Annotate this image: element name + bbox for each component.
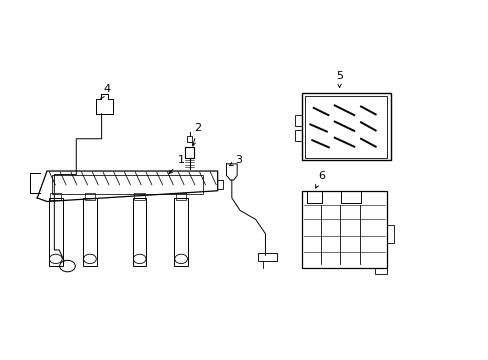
Text: 5: 5 [335,71,343,87]
Bar [301,93,390,160]
Bar [386,225,393,243]
Bar [187,136,192,142]
Bar [50,193,61,200]
Bar [374,268,386,274]
Bar [134,193,145,200]
Bar [258,253,276,261]
Bar [52,175,203,194]
Bar [175,193,186,200]
Text: 6: 6 [315,171,325,188]
Bar [84,193,95,200]
Text: 3: 3 [229,155,242,166]
Bar [294,130,301,140]
Bar [294,116,301,126]
Bar [305,96,386,158]
Bar [133,198,146,266]
Text: 1: 1 [169,155,184,174]
Text: 4: 4 [101,84,110,99]
Bar [174,198,187,266]
Text: 2: 2 [192,123,201,146]
Bar [302,191,386,268]
Bar [185,147,194,158]
Bar [83,198,97,266]
Bar [49,198,62,266]
